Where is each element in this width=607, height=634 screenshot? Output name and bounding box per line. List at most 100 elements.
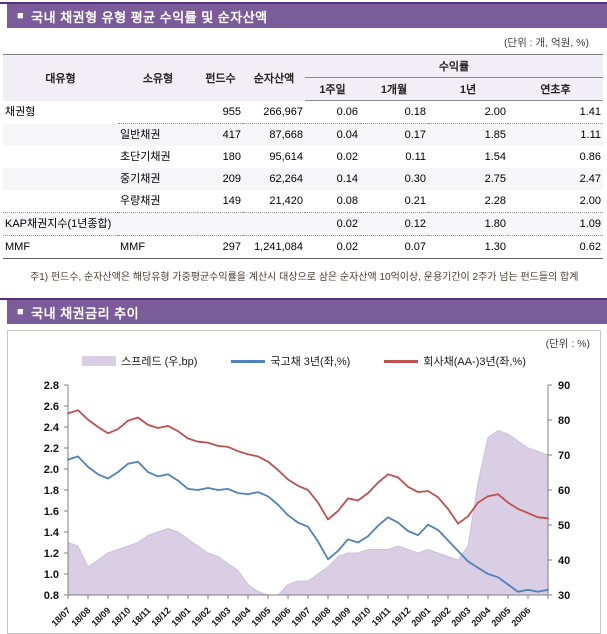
legend-label-spread: 스프레드 (우,bp)	[121, 356, 198, 368]
cell-value: 1,241,084	[254, 241, 303, 253]
section1-title: 국내 채권형 유형 평균 수익률 및 순자산액	[31, 9, 268, 25]
cell-value: 95,614	[269, 151, 303, 163]
table-row: KAP채권지수(1년종합) 0.02 0.12 1.80 1.09	[3, 212, 603, 236]
cell-value: 180	[222, 151, 241, 163]
cell-major-type	[3, 190, 118, 213]
table-row: 채권형 955 266,967 0.06 0.18 2.00 1.41	[3, 100, 603, 124]
cell-value: 1.11	[508, 123, 603, 146]
left-axis-label: 1.0	[44, 569, 59, 581]
cell-major-type: MMF	[5, 241, 31, 253]
cell-value: 2.00	[428, 100, 508, 124]
right-axis-label: 70	[558, 450, 570, 462]
col-header-1week: 1주일	[305, 77, 360, 101]
cell-value	[198, 212, 243, 236]
right-axis-label: 30	[558, 590, 570, 602]
cell-sub-type: 중기채권	[118, 168, 198, 190]
x-axis-label: 19/11	[370, 605, 393, 628]
left-axis-label: 1.8	[44, 485, 59, 497]
cell-value: 2.75	[428, 168, 508, 190]
cell-sub-type	[118, 100, 198, 124]
x-axis-label: 19/07	[289, 605, 312, 628]
cell-major-type	[3, 146, 118, 168]
x-axis-label: 18/10	[109, 605, 132, 628]
cell-value: 0.12	[360, 212, 428, 236]
x-axis-label: 19/05	[249, 605, 272, 628]
cell-sub-type: 일반채권	[118, 123, 198, 146]
cell-value: 2.00	[508, 190, 603, 213]
cell-value: 297	[222, 241, 241, 253]
cell-value: 0.02	[305, 212, 360, 236]
cell-value: 0.08	[305, 190, 360, 213]
cell-value: 0.30	[360, 168, 428, 190]
ktb-line-swatch-icon	[231, 359, 266, 363]
legend-item-spread: 스프레드 (우,bp)	[82, 353, 197, 369]
cell-major-type	[3, 123, 118, 146]
table-row: MMF MMF 297 1,241,084 0.02 0.07 1.30 0.62	[3, 236, 603, 259]
table-unit-note: (단위 : 개, 억원, %)	[503, 37, 589, 49]
left-axis-label: 2.2	[44, 443, 59, 455]
cell-value: 149	[198, 190, 243, 213]
left-axis-label: 1.2	[44, 548, 59, 560]
legend-label-ktb3y: 국고채 3년(좌,%)	[270, 356, 351, 368]
cell-value: 87,668	[243, 123, 305, 146]
x-axis-label: 20/02	[429, 605, 452, 628]
cell-value: 62,264	[243, 168, 305, 190]
x-axis-label: 18/12	[149, 605, 172, 628]
square-bullet-icon: ■	[17, 306, 25, 318]
legend-item-ktb3y: 국고채 3년(좌,%)	[231, 353, 350, 369]
section2-header-bar: ■ 국내 채권금리 추이	[0, 298, 607, 324]
right-axis-label: 60	[558, 485, 570, 497]
x-axis-label: 19/09	[329, 605, 352, 628]
cell-value: 0.11	[405, 151, 426, 163]
col-header-nav: 순자산액	[243, 54, 305, 101]
section2-title: 국내 채권금리 추이	[31, 305, 140, 321]
left-axis-label: 2.4	[44, 422, 60, 434]
cell-value: 1.80	[428, 212, 508, 236]
table-footnote: 주1) 펀드수, 순자산액은 해당유형 가중평균수익률을 계산시 대상으로 삼은…	[30, 272, 579, 283]
cell-value: 417	[198, 123, 243, 146]
left-axis-label: 0.8	[44, 590, 59, 602]
x-axis-label: 20/01	[409, 605, 432, 628]
cell-sub-type: MMF	[120, 241, 146, 253]
cell-value	[243, 212, 305, 236]
x-axis-label: 20/04	[469, 605, 492, 628]
cell-value: 1.85	[428, 123, 508, 146]
x-axis-label: 20/06	[509, 605, 532, 628]
spread-area-swatch-icon	[82, 356, 117, 366]
cell-value: 2.47	[508, 168, 603, 190]
right-axis-label: 50	[558, 520, 570, 532]
table-row: 일반채권 417 87,668 0.04 0.17 1.85 1.11	[3, 123, 603, 146]
cell-value: 0.06	[305, 100, 360, 124]
x-axis-label: 19/01	[169, 605, 192, 628]
fund-yield-table: 대유형 소유형 펀드수 순자산액 수익률 1주일 1개월 1년 연초후 채권형 9…	[3, 54, 603, 259]
left-axis-label: 2.0	[44, 464, 59, 476]
cell-value: 0.02	[336, 151, 358, 163]
x-axis-label: 18/09	[89, 605, 112, 628]
chart-legend: 스프레드 (우,bp) 국고채 3년(좌,%) 회사채(AA-)3년(좌,%)	[8, 353, 600, 369]
x-axis-label: 18/11	[130, 605, 153, 628]
col-header-ytd: 연초후	[508, 77, 603, 101]
cell-value: 0.02	[336, 241, 358, 253]
x-axis-label: 20/05	[489, 605, 512, 628]
right-axis-label: 40	[558, 555, 570, 567]
left-axis-label: 2.8	[44, 380, 59, 392]
x-axis-label: 19/06	[269, 605, 292, 628]
x-axis-label: 18/08	[69, 605, 92, 628]
cell-major-type	[3, 168, 118, 190]
left-axis-label: 1.4	[44, 527, 60, 539]
x-axis-label: 19/12	[389, 605, 412, 628]
left-axis-label: 2.6	[44, 401, 59, 413]
square-bullet-icon: ■	[17, 10, 25, 22]
cell-sub-type: 우량채권	[118, 190, 198, 213]
left-axis-label: 1.6	[44, 506, 59, 518]
cell-major-type: 채권형	[5, 106, 36, 118]
table-header-row: 대유형 소유형 펀드수 순자산액 수익률	[3, 54, 603, 101]
x-axis-label: 20/03	[449, 605, 472, 628]
cell-value: 209	[198, 168, 243, 190]
cell-value: 0.17	[360, 123, 428, 146]
bond-rate-chart: (단위 : %) 스프레드 (우,bp) 국고채 3년(좌,%) 회사채(AA-…	[7, 330, 601, 634]
x-axis-label: 19/08	[309, 605, 332, 628]
cell-value: 1.54	[484, 151, 506, 163]
x-axis-label: 18/07	[49, 605, 72, 628]
table-subheader-row: 1주일 1개월 1년 연초후	[3, 77, 603, 101]
